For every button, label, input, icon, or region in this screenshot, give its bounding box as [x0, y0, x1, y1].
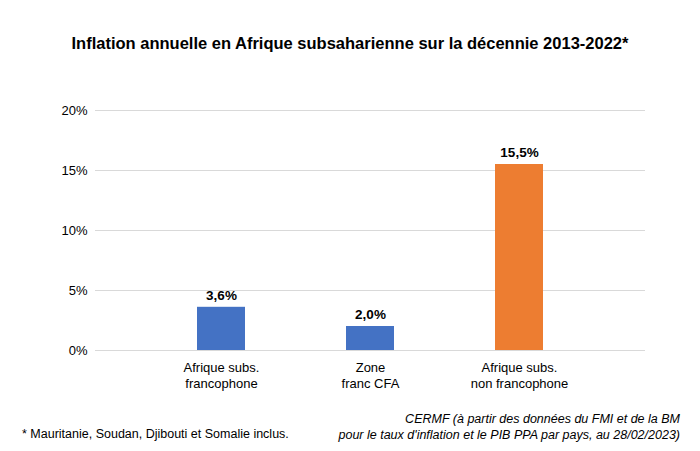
html-text:Inflation annuelle en Afrique: Inflation annuelle en Afrique subsaharie… — [71, 34, 629, 52]
html-text:* Mauritanie, Soudan, Djibouti: * Mauritanie, Soudan, Djibouti et Somali… — [22, 427, 289, 441]
svg-text:Afrique subs.non francophone: Afrique subs.non francophone — [471, 360, 569, 391]
svg-text:Zonefranc CFA: Zonefranc CFA — [342, 360, 400, 391]
html-text:CERMF (à partir des données du: CERMF (à partir des données du FMI et de… — [338, 412, 680, 443]
svg-text:3,6%: 3,6% — [206, 288, 237, 303]
svg-text:20%: 20% — [61, 103, 87, 118]
svg-text:10%: 10% — [61, 223, 87, 238]
svg-text:15,5%: 15,5% — [500, 145, 538, 160]
svg-text:2,0%: 2,0% — [355, 307, 386, 322]
svg-text:Afrique subs.francophone: Afrique subs.francophone — [184, 360, 260, 391]
svg-text:5%: 5% — [69, 283, 88, 298]
svg-text:15%: 15% — [61, 163, 87, 178]
svg-text:0%: 0% — [69, 343, 88, 358]
